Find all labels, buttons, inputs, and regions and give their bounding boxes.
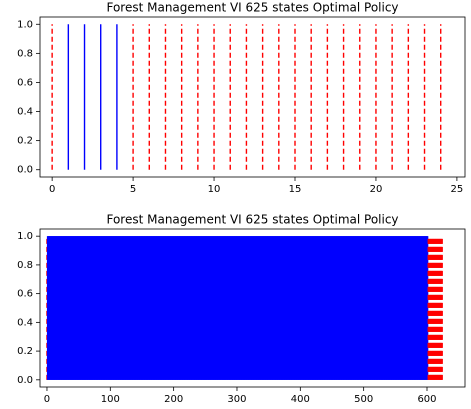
y-tick-label: 0.6 <box>17 289 33 300</box>
x-tick-label: 100 <box>101 394 120 405</box>
x-tick-label: 25 <box>451 184 464 195</box>
y-tick-label: 0.2 <box>17 136 33 147</box>
chart-title: Forest Management VI 625 states Optimal … <box>106 213 398 227</box>
x-tick-label: 5 <box>130 184 136 195</box>
axes-frame <box>39 16 466 178</box>
x-tick-label: 200 <box>164 394 183 405</box>
y-tick-label: 0.8 <box>17 260 33 271</box>
y-tick-label: 0.2 <box>17 346 33 357</box>
y-tick-label: 0.6 <box>17 77 33 88</box>
x-tick-label: 10 <box>208 184 221 195</box>
y-tick-label: 1.0 <box>17 19 33 30</box>
y-tick-label: 1.0 <box>17 231 33 242</box>
x-tick-label: 15 <box>289 184 302 195</box>
y-tick-label: 0.0 <box>17 375 33 386</box>
x-tick-label: 300 <box>227 394 246 405</box>
x-tick-label: 500 <box>354 394 373 405</box>
x-tick-label: 0 <box>49 184 55 195</box>
y-tick-label: 0.4 <box>17 107 33 118</box>
x-tick-label: 600 <box>417 394 436 405</box>
x-tick-label: 0 <box>44 394 50 405</box>
y-tick-label: 0.8 <box>17 48 33 59</box>
x-tick-label: 400 <box>291 394 310 405</box>
y-tick-label: 0.0 <box>17 165 33 176</box>
axes-frame <box>39 228 466 388</box>
y-tick-label: 0.4 <box>17 317 33 328</box>
x-tick-label: 20 <box>370 184 383 195</box>
chart-title: Forest Management VI 625 states Optimal … <box>106 1 398 15</box>
